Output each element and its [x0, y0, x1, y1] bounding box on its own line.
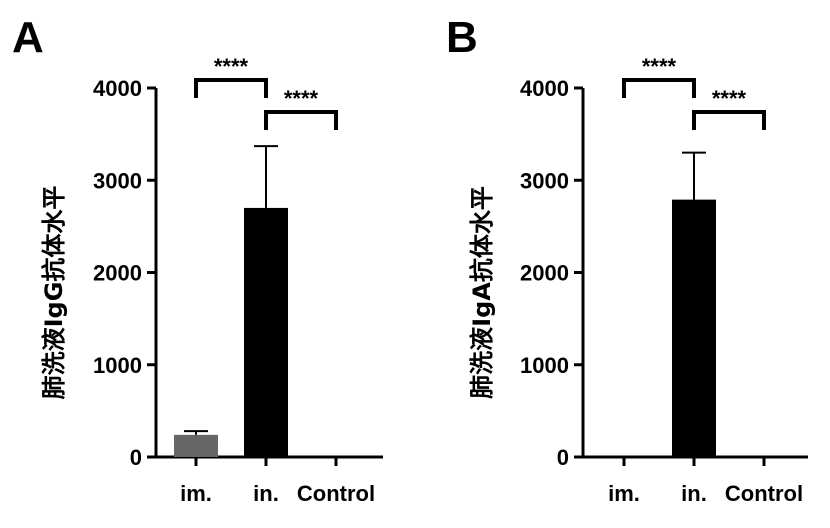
x-tick-label: in. [253, 481, 279, 506]
y-tick-label: 0 [557, 445, 569, 470]
bar-im [174, 434, 218, 457]
y-tick-label: 0 [130, 445, 142, 470]
significance-label: **** [712, 86, 747, 111]
x-tick-label: Control [297, 481, 375, 506]
significance-bracket [264, 110, 338, 130]
y-axis-title: 肺洗液IgA抗体水平 [468, 186, 496, 399]
significance-label: **** [214, 54, 249, 79]
x-tick-label: im. [180, 481, 212, 506]
significance-label: **** [642, 54, 677, 79]
y-tick-label: 3000 [520, 168, 569, 193]
panel-b: B 0 1000 2000 3000 4000 肺洗液IgA抗体水平 im. in. Contro… [446, 13, 808, 506]
significance-bracket [622, 78, 696, 98]
panel-letter: B [446, 13, 478, 62]
y-axis-title: 肺洗液IgG抗体水平 [40, 186, 68, 400]
x-tick-label: in. [681, 481, 707, 506]
y-tick-label: 2000 [93, 261, 142, 286]
bar-in [672, 199, 716, 457]
y-tick-label: 4000 [520, 76, 569, 101]
x-tick-label: im. [608, 481, 640, 506]
panel-letter: A [12, 13, 44, 62]
y-tick-label: 1000 [520, 353, 569, 378]
y-tick-label: 3000 [93, 168, 142, 193]
y-tick-label: 1000 [93, 353, 142, 378]
y-tick-label: 4000 [93, 76, 142, 101]
panel-a: A 0 1000 2000 3000 4000 肺洗液IgG抗体水平 im. in. Contro… [12, 13, 383, 506]
bar-in [244, 207, 288, 457]
significance-bracket [692, 110, 766, 130]
significance-label: **** [284, 86, 319, 111]
x-tick-label: Control [725, 481, 803, 506]
significance-bracket [194, 78, 268, 98]
y-tick-label: 2000 [520, 261, 569, 286]
